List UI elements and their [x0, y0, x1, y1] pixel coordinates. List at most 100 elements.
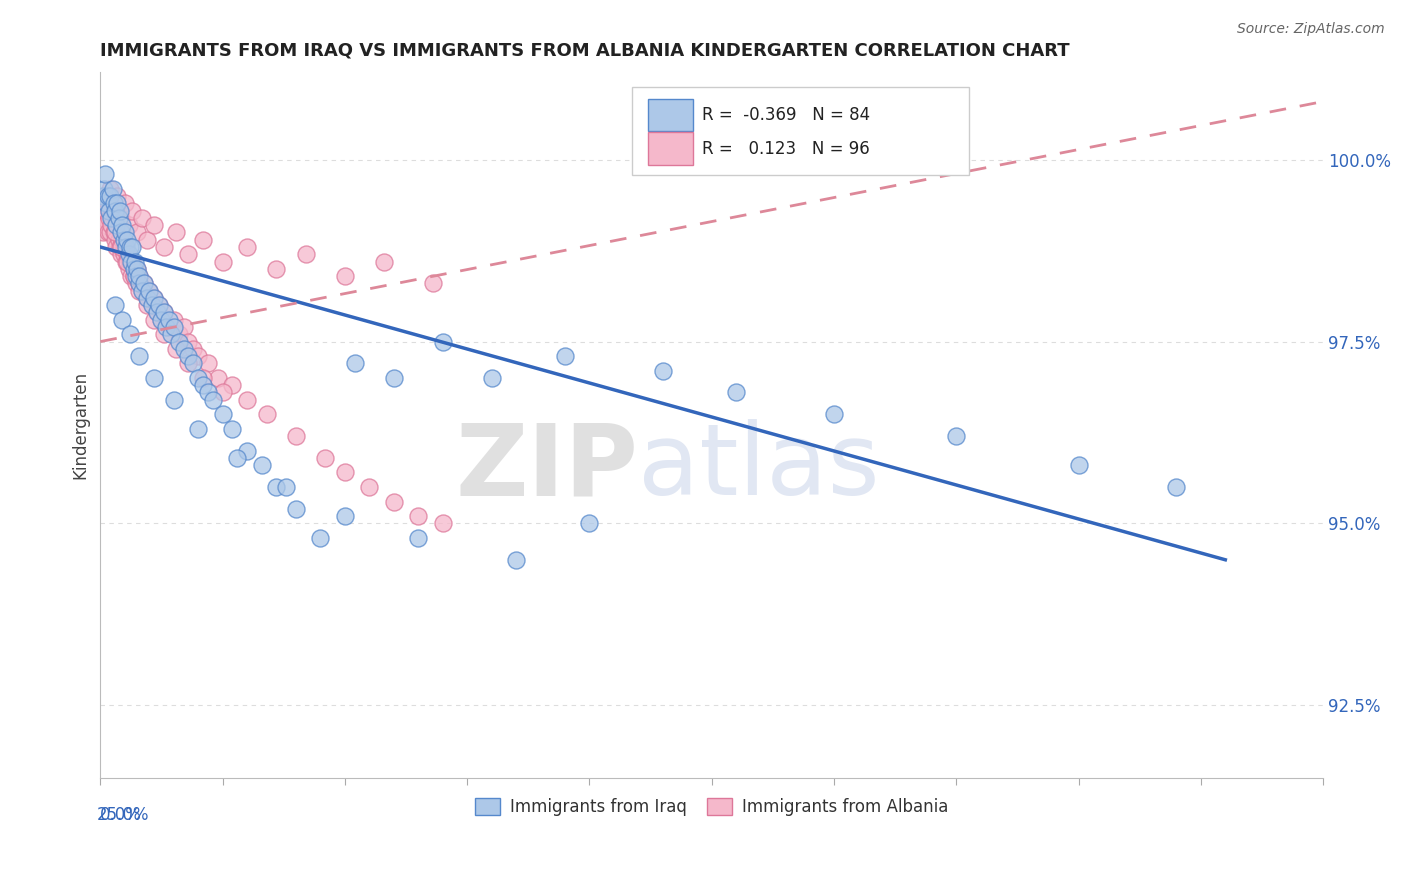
Point: [104, 203, 127, 218]
Point: [143, 312, 166, 326]
Point: [1166, 480, 1188, 494]
Point: [177, 247, 200, 261]
Point: [110, 247, 132, 261]
Point: [141, 298, 163, 312]
Point: [141, 298, 163, 312]
Point: [167, 334, 190, 349]
Point: [128, 277, 150, 291]
Point: [107, 196, 129, 211]
Y-axis label: Kindergarten: Kindergarten: [72, 371, 89, 479]
Point: [108, 203, 131, 218]
Point: [173, 342, 195, 356]
Point: [481, 371, 503, 385]
Point: [135, 233, 157, 247]
Point: [118, 261, 141, 276]
Point: [294, 247, 316, 261]
Point: [276, 480, 298, 494]
Point: [110, 211, 132, 225]
Point: [114, 254, 136, 268]
Point: [105, 240, 128, 254]
Point: [177, 356, 200, 370]
Point: [145, 305, 167, 319]
Point: [108, 211, 131, 225]
Point: [145, 305, 167, 319]
Point: [105, 218, 128, 232]
Point: [554, 349, 576, 363]
Point: [143, 218, 166, 232]
Point: [725, 385, 748, 400]
Point: [112, 233, 135, 247]
Text: ZIP: ZIP: [456, 419, 638, 516]
Point: [111, 233, 134, 247]
Point: [94, 218, 117, 232]
Point: [197, 356, 219, 370]
Point: [118, 327, 141, 342]
Point: [118, 254, 141, 268]
Point: [153, 240, 176, 254]
Point: [211, 407, 233, 421]
Point: [134, 277, 156, 291]
Point: [138, 284, 160, 298]
Point: [120, 254, 142, 268]
Point: [121, 254, 143, 268]
Point: [91, 189, 114, 203]
Point: [110, 226, 132, 240]
Point: [285, 429, 308, 443]
Point: [125, 226, 148, 240]
Point: [191, 371, 214, 385]
Point: [108, 233, 131, 247]
Point: [98, 203, 121, 218]
Point: [1067, 458, 1090, 473]
Point: [101, 203, 124, 218]
Point: [187, 349, 209, 363]
Point: [128, 269, 150, 284]
Text: R =   0.123   N = 96: R = 0.123 N = 96: [702, 140, 870, 158]
Point: [187, 422, 209, 436]
Point: [117, 254, 139, 268]
Point: [122, 261, 145, 276]
Point: [148, 298, 170, 312]
Point: [125, 261, 148, 276]
Point: [131, 284, 153, 298]
Point: [108, 240, 131, 254]
Point: [128, 269, 150, 284]
Point: [120, 269, 142, 284]
Point: [104, 226, 127, 240]
FancyBboxPatch shape: [648, 132, 693, 165]
Text: atlas: atlas: [638, 419, 880, 516]
Point: [135, 291, 157, 305]
Point: [122, 269, 145, 284]
Point: [143, 371, 166, 385]
Point: [181, 342, 204, 356]
Point: [124, 277, 146, 291]
Point: [121, 240, 143, 254]
Point: [163, 320, 186, 334]
Point: [98, 189, 121, 203]
Point: [111, 218, 134, 232]
Point: [96, 196, 118, 211]
Point: [343, 356, 366, 370]
Point: [432, 334, 454, 349]
Point: [107, 218, 129, 232]
Text: 25.0%: 25.0%: [97, 806, 149, 824]
Point: [165, 226, 187, 240]
Point: [157, 320, 180, 334]
Point: [117, 233, 139, 247]
Point: [103, 196, 125, 211]
Point: [97, 196, 120, 211]
Point: [125, 261, 148, 276]
Point: [94, 167, 117, 181]
Point: [197, 385, 219, 400]
Point: [96, 203, 118, 218]
Point: [309, 531, 332, 545]
Point: [406, 509, 429, 524]
Point: [153, 327, 176, 342]
Point: [578, 516, 600, 531]
Point: [153, 305, 176, 319]
Point: [422, 277, 444, 291]
Point: [128, 277, 150, 291]
Point: [373, 254, 395, 268]
Point: [100, 218, 122, 232]
Point: [97, 226, 120, 240]
Point: [118, 240, 141, 254]
